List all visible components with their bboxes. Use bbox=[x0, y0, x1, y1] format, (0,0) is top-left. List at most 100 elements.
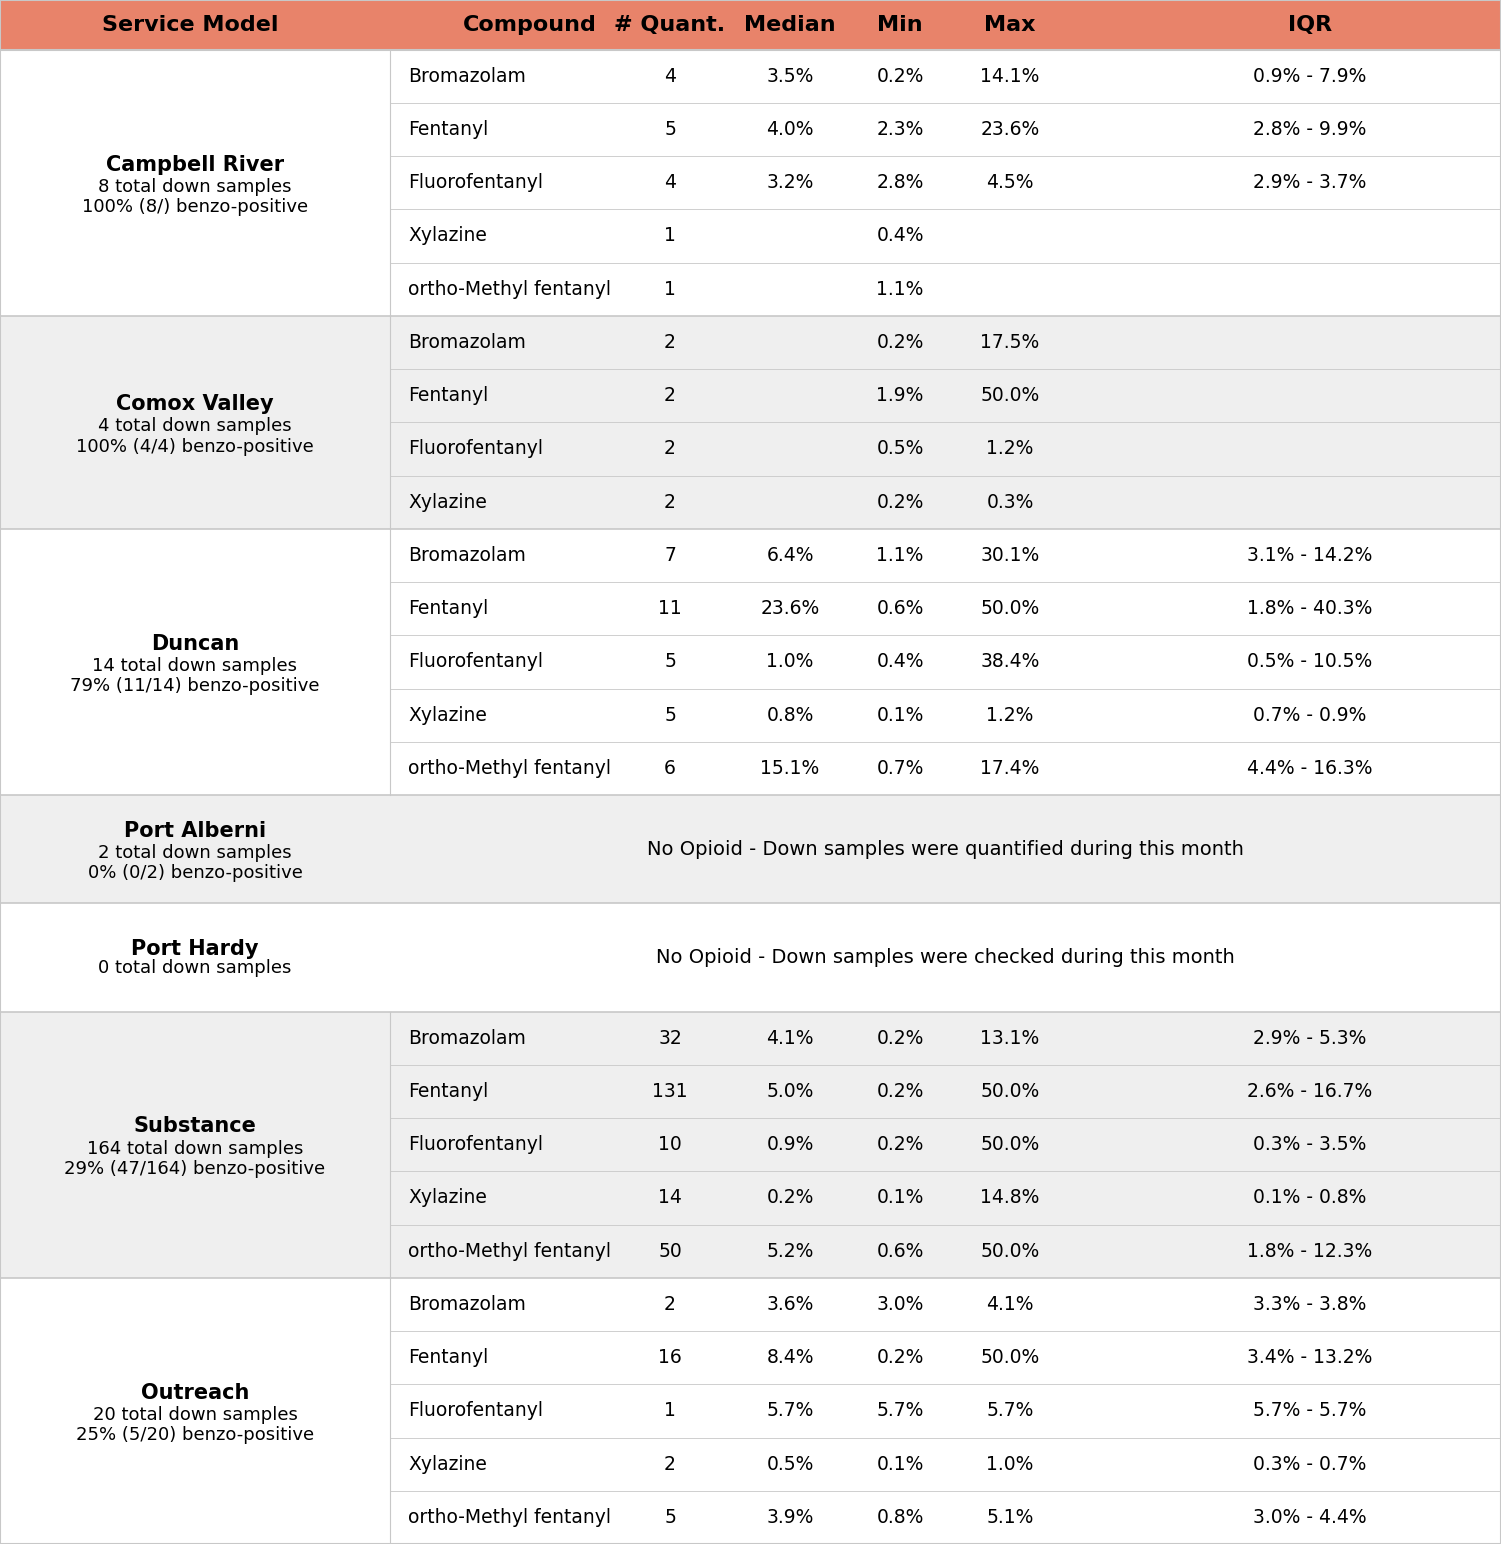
Text: 7: 7 bbox=[663, 547, 675, 565]
Bar bbox=[0, 903, 1501, 1011]
Text: 2: 2 bbox=[663, 493, 675, 511]
Text: 38.4%: 38.4% bbox=[980, 653, 1040, 672]
Text: 50.0%: 50.0% bbox=[980, 599, 1040, 618]
Text: 3.4% - 13.2%: 3.4% - 13.2% bbox=[1247, 1348, 1373, 1366]
Text: Compound: Compound bbox=[464, 15, 597, 36]
Text: 3.2%: 3.2% bbox=[767, 173, 814, 193]
Bar bbox=[0, 49, 1501, 317]
Text: 1.8% - 12.3%: 1.8% - 12.3% bbox=[1247, 1241, 1372, 1260]
Text: 0.5%: 0.5% bbox=[877, 440, 923, 459]
Text: Xylazine: Xylazine bbox=[408, 706, 486, 724]
Text: 0.7% - 0.9%: 0.7% - 0.9% bbox=[1253, 706, 1367, 724]
Text: Fluorofentanyl: Fluorofentanyl bbox=[408, 1135, 543, 1155]
Text: 0.8%: 0.8% bbox=[877, 1508, 923, 1527]
Text: 0.2%: 0.2% bbox=[877, 1082, 923, 1101]
Text: 5: 5 bbox=[663, 706, 675, 724]
Text: 0.3% - 3.5%: 0.3% - 3.5% bbox=[1253, 1135, 1367, 1155]
Text: 4: 4 bbox=[663, 66, 675, 86]
Text: 2: 2 bbox=[663, 386, 675, 405]
Text: 30.1%: 30.1% bbox=[980, 547, 1040, 565]
Text: Fluorofentanyl: Fluorofentanyl bbox=[408, 653, 543, 672]
Text: 10: 10 bbox=[657, 1135, 681, 1155]
Text: # Quant.: # Quant. bbox=[614, 15, 725, 36]
Text: 0.1% - 0.8%: 0.1% - 0.8% bbox=[1253, 1189, 1367, 1207]
Text: 50.0%: 50.0% bbox=[980, 1241, 1040, 1260]
Text: 2: 2 bbox=[663, 440, 675, 459]
Text: No Opioid - Down samples were quantified during this month: No Opioid - Down samples were quantified… bbox=[647, 840, 1244, 858]
Text: 6: 6 bbox=[663, 760, 675, 778]
Text: 2: 2 bbox=[663, 1454, 675, 1473]
Text: 2.9% - 3.7%: 2.9% - 3.7% bbox=[1253, 173, 1367, 193]
Text: No Opioid - Down samples were checked during this month: No Opioid - Down samples were checked du… bbox=[656, 948, 1235, 967]
Text: 0.6%: 0.6% bbox=[877, 1241, 923, 1260]
Text: 0.7%: 0.7% bbox=[877, 760, 923, 778]
Text: 5.7%: 5.7% bbox=[986, 1402, 1034, 1420]
Text: 0.9% - 7.9%: 0.9% - 7.9% bbox=[1253, 66, 1367, 86]
Bar bbox=[0, 0, 1501, 49]
Text: 0.5%: 0.5% bbox=[767, 1454, 814, 1473]
Text: 0.2%: 0.2% bbox=[767, 1189, 814, 1207]
Text: Port Hardy: Port Hardy bbox=[131, 939, 258, 959]
Text: 29% (47/164) benzo-positive: 29% (47/164) benzo-positive bbox=[65, 1160, 326, 1178]
Text: 8 total down samples: 8 total down samples bbox=[98, 178, 291, 196]
Text: Substance: Substance bbox=[134, 1116, 257, 1136]
Text: 0.8%: 0.8% bbox=[767, 706, 814, 724]
Bar bbox=[0, 1278, 1501, 1544]
Bar bbox=[0, 317, 1501, 528]
Text: 50.0%: 50.0% bbox=[980, 1135, 1040, 1155]
Text: 2.6% - 16.7%: 2.6% - 16.7% bbox=[1247, 1082, 1372, 1101]
Text: 50.0%: 50.0% bbox=[980, 386, 1040, 405]
Text: 0.3%: 0.3% bbox=[986, 493, 1034, 511]
Text: Bromazolam: Bromazolam bbox=[408, 1028, 525, 1048]
Text: 4.0%: 4.0% bbox=[766, 120, 814, 139]
Text: 0.2%: 0.2% bbox=[877, 334, 923, 352]
Text: Bromazolam: Bromazolam bbox=[408, 66, 525, 86]
Text: 4.1%: 4.1% bbox=[766, 1028, 814, 1048]
Text: Fentanyl: Fentanyl bbox=[408, 1348, 488, 1366]
Text: 50: 50 bbox=[657, 1241, 681, 1260]
Text: ortho-Methyl fentanyl: ortho-Methyl fentanyl bbox=[408, 1241, 611, 1260]
Text: Outreach: Outreach bbox=[141, 1383, 249, 1402]
Text: Fluorofentanyl: Fluorofentanyl bbox=[408, 173, 543, 193]
Text: 6.4%: 6.4% bbox=[766, 547, 814, 565]
Text: Max: Max bbox=[985, 15, 1036, 36]
Text: Xylazine: Xylazine bbox=[408, 493, 486, 511]
Text: 14.8%: 14.8% bbox=[980, 1189, 1040, 1207]
Text: 0.2%: 0.2% bbox=[877, 493, 923, 511]
Text: 23.6%: 23.6% bbox=[761, 599, 820, 618]
Text: Xylazine: Xylazine bbox=[408, 227, 486, 245]
Text: Median: Median bbox=[744, 15, 836, 36]
Text: 25% (5/20) benzo-positive: 25% (5/20) benzo-positive bbox=[77, 1427, 314, 1444]
Text: 1: 1 bbox=[663, 1402, 675, 1420]
Text: 11: 11 bbox=[657, 599, 681, 618]
Text: 32: 32 bbox=[657, 1028, 681, 1048]
Text: Fluorofentanyl: Fluorofentanyl bbox=[408, 440, 543, 459]
Text: 2: 2 bbox=[663, 334, 675, 352]
Text: 5: 5 bbox=[663, 120, 675, 139]
Text: 5: 5 bbox=[663, 653, 675, 672]
Text: 3.5%: 3.5% bbox=[767, 66, 814, 86]
Text: ortho-Methyl fentanyl: ortho-Methyl fentanyl bbox=[408, 1508, 611, 1527]
Bar bbox=[0, 1011, 1501, 1278]
Text: 131: 131 bbox=[653, 1082, 687, 1101]
Bar bbox=[0, 528, 1501, 795]
Text: Fentanyl: Fentanyl bbox=[408, 1082, 488, 1101]
Text: 5: 5 bbox=[663, 1508, 675, 1527]
Text: 14: 14 bbox=[657, 1189, 681, 1207]
Text: 3.9%: 3.9% bbox=[767, 1508, 814, 1527]
Text: 0.1%: 0.1% bbox=[877, 706, 923, 724]
Text: 2: 2 bbox=[663, 1295, 675, 1314]
Text: Fentanyl: Fentanyl bbox=[408, 120, 488, 139]
Text: 50.0%: 50.0% bbox=[980, 1348, 1040, 1366]
Text: 0.2%: 0.2% bbox=[877, 1028, 923, 1048]
Text: Campbell River: Campbell River bbox=[107, 154, 284, 174]
Text: Bromazolam: Bromazolam bbox=[408, 334, 525, 352]
Text: 1.2%: 1.2% bbox=[986, 440, 1034, 459]
Text: ortho-Methyl fentanyl: ortho-Methyl fentanyl bbox=[408, 279, 611, 298]
Text: 2.8% - 9.9%: 2.8% - 9.9% bbox=[1253, 120, 1367, 139]
Text: 1.0%: 1.0% bbox=[767, 653, 814, 672]
Text: Xylazine: Xylazine bbox=[408, 1189, 486, 1207]
Text: 1: 1 bbox=[663, 227, 675, 245]
Text: 1: 1 bbox=[663, 279, 675, 298]
Text: 17.4%: 17.4% bbox=[980, 760, 1040, 778]
